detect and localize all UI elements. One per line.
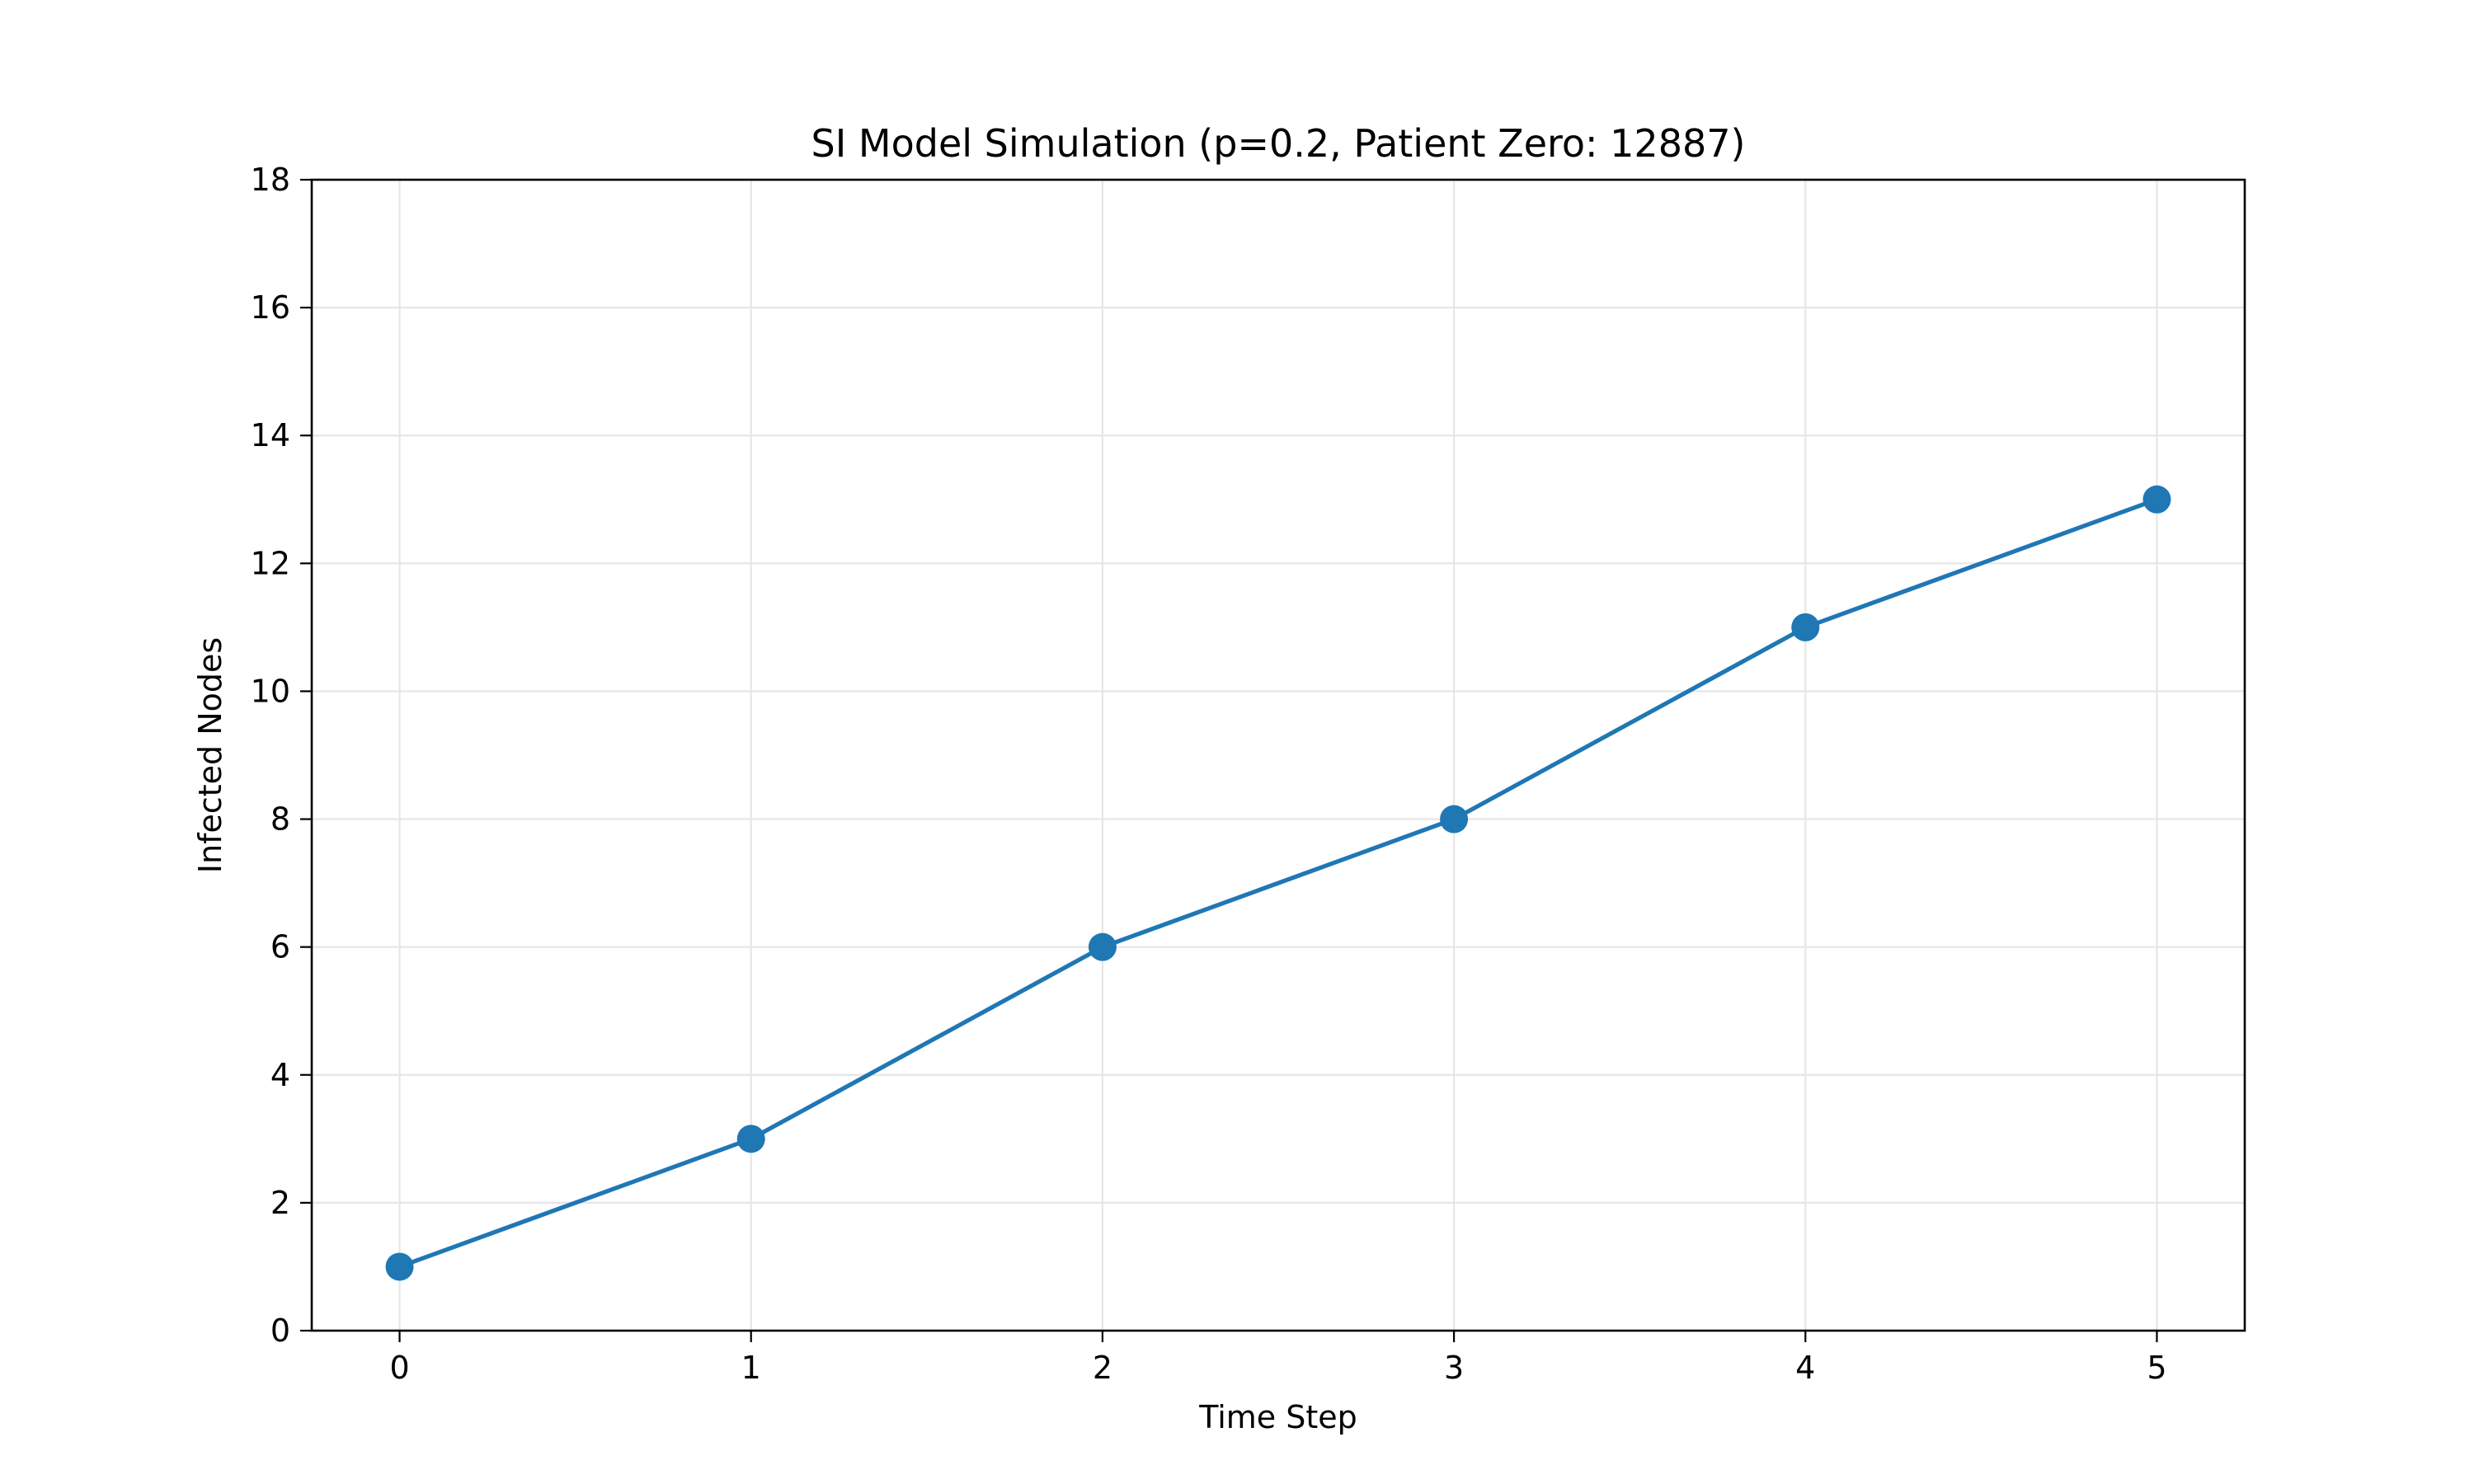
y-tick-label: 12 (251, 545, 290, 581)
y-axis-label: Infected Nodes (192, 637, 228, 873)
plot-frame (310, 178, 2246, 1332)
x-tick-label: 4 (1795, 1350, 1815, 1386)
x-tick-label: 2 (1093, 1350, 1112, 1386)
y-tick-label: 18 (251, 162, 290, 198)
grid-layer (312, 180, 2245, 1331)
x-axis-label: Time Step (1198, 1399, 1357, 1435)
y-tick-label: 2 (270, 1185, 290, 1221)
y-tick-label: 14 (251, 417, 290, 453)
series-layer (385, 485, 2171, 1281)
y-tick-label: 0 (270, 1313, 290, 1349)
x-tick-label: 0 (389, 1350, 409, 1386)
data-point (1791, 613, 1820, 641)
x-tick-label: 3 (1444, 1350, 1464, 1386)
y-tick-label: 4 (270, 1057, 290, 1093)
y-tick-label: 10 (251, 673, 290, 709)
x-tick-label: 1 (741, 1350, 761, 1386)
data-point (1440, 805, 1469, 834)
series-line (398, 497, 2158, 1269)
x-tick-label: 5 (2147, 1350, 2166, 1386)
chart-title: SI Model Simulation (p=0.2, Patient Zero… (811, 121, 1746, 166)
y-tick-label: 8 (270, 801, 290, 838)
data-point (736, 1125, 765, 1153)
data-point (1088, 932, 1117, 961)
data-point (2142, 485, 2171, 514)
y-tick-label: 6 (270, 929, 290, 965)
data-point (385, 1252, 414, 1281)
y-tick-label: 16 (251, 289, 290, 326)
